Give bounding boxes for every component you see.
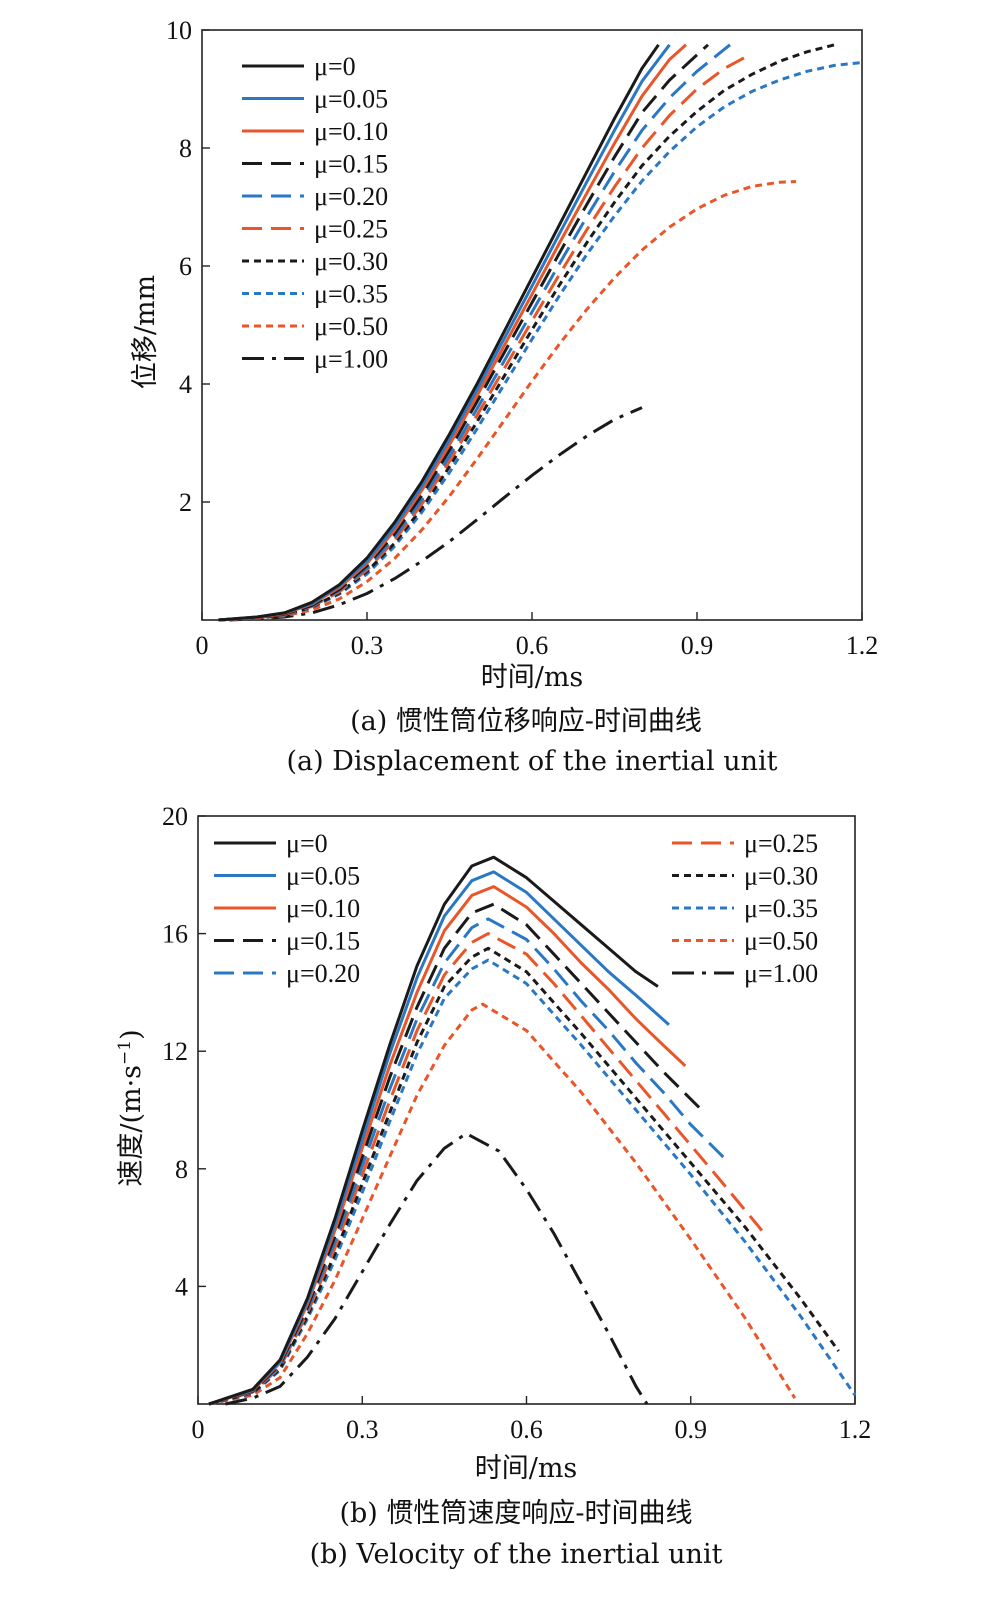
series-line-3: [208, 902, 703, 1406]
series-line-9: [229, 406, 643, 622]
x-tick-label: 0.3: [346, 1415, 379, 1444]
x-tick-label: 0.6: [516, 631, 549, 660]
panel-a-y-axis-label: 位移/mm: [130, 275, 161, 389]
panel-b-legend: μ=0 μ=0.05 μ=0.10 μ=0.15 μ=0.20 μ=0.25 μ=0.30 μ…: [214, 829, 818, 988]
panel-b-y-axis-label-main: 速度/(m·s: [116, 1065, 147, 1187]
y-tick-label: 16: [162, 920, 188, 949]
legend-label-2: μ=0.10: [314, 117, 388, 146]
legend-label-2: μ=0.10: [286, 894, 360, 923]
panel-a-series-lines: [218, 43, 863, 622]
y-tick-label: 4: [179, 370, 192, 399]
panel-b-caption-en: (b) Velocity of the inertial unit: [310, 1539, 723, 1570]
panel-b-y-axis-label-end: ): [116, 1029, 147, 1040]
series-line-6: [218, 43, 835, 622]
series-line-8: [208, 1002, 797, 1406]
series-line-6: [208, 946, 840, 1406]
y-tick-label: 12: [162, 1037, 188, 1066]
series-line-0: [208, 855, 659, 1406]
x-tick-label: 1.2: [846, 631, 879, 660]
legend-label-5: μ=0.25: [744, 829, 818, 858]
series-line-5: [218, 55, 748, 622]
y-tick-label: 2: [179, 488, 192, 517]
legend-label-6: μ=0.30: [744, 862, 818, 891]
panel-a-displacement-chart: 0 0.3 0.6 0.9 1.2 2 4 6 8 10 μ=0 μ=0.05 μ=0.10 μ=0.1…: [130, 16, 878, 777]
series-line-0: [218, 43, 660, 622]
legend-label-0: μ=0: [286, 829, 328, 858]
series-line-7: [208, 958, 857, 1406]
x-tick-label: 0.3: [351, 631, 384, 660]
legend-label-8: μ=0.50: [314, 312, 388, 341]
y-tick-label: 6: [179, 252, 192, 281]
panel-a-caption-zh: (a) 惯性筒位移响应-时间曲线: [350, 706, 702, 737]
panel-b-y-axis-label-sup: −1: [115, 1040, 135, 1065]
series-line-1: [208, 870, 670, 1406]
legend-label-7: μ=0.35: [744, 894, 818, 923]
legend-label-5: μ=0.25: [314, 215, 388, 244]
x-tick-label: 0.9: [681, 631, 714, 660]
panel-b-caption-zh: (b) 惯性筒速度响应-时间曲线: [339, 1498, 692, 1529]
series-line-4: [208, 917, 731, 1406]
legend-label-9: μ=1.00: [314, 345, 388, 374]
panel-b-y-axis-label: 速度/(m·s−1): [115, 1029, 147, 1186]
y-tick-label: 8: [179, 134, 192, 163]
series-line-8: [218, 180, 797, 622]
legend-label-1: μ=0.05: [314, 85, 388, 114]
x-tick-label: 0: [196, 631, 209, 660]
y-tick-label: 8: [175, 1155, 188, 1184]
legend-label-0: μ=0: [314, 52, 356, 81]
plot-frame: [201, 29, 863, 621]
y-tick-label: 10: [166, 16, 192, 45]
legend-label-4: μ=0.20: [286, 959, 360, 988]
legend-label-3: μ=0.15: [314, 150, 388, 179]
series-line-9: [225, 1132, 649, 1406]
x-tick-label: 1.2: [839, 1415, 872, 1444]
legend-label-3: μ=0.15: [286, 927, 360, 956]
legend-label-9: μ=1.00: [744, 959, 818, 988]
panel-a-legend: μ=0 μ=0.05 μ=0.10 μ=0.15 μ=0.20 μ=0.25 μ=0.30 μ…: [242, 52, 388, 374]
legend-label-1: μ=0.05: [286, 862, 360, 891]
y-tick-label: 4: [175, 1272, 188, 1301]
panel-b-axes: 0 0.3 0.6 0.9 1.2 4 8 12 16 20: [162, 802, 871, 1444]
panel-b-x-axis-label: 时间/ms: [475, 1453, 578, 1484]
panel-a-caption-en: (a) Displacement of the inertial unit: [286, 746, 777, 777]
x-tick-label: 0.6: [510, 1415, 543, 1444]
panel-b-series-lines: [208, 855, 857, 1406]
legend-label-7: μ=0.35: [314, 280, 388, 309]
x-tick-label: 0: [192, 1415, 205, 1444]
legend-label-6: μ=0.30: [314, 247, 388, 276]
series-line-7: [218, 61, 863, 622]
y-tick-label: 20: [162, 802, 188, 831]
legend-label-8: μ=0.50: [744, 927, 818, 956]
panel-a-axes: 0 0.3 0.6 0.9 1.2 2 4 6 8 10: [166, 16, 878, 660]
panel-a-x-axis-label: 时间/ms: [481, 662, 584, 693]
legend-label-4: μ=0.20: [314, 182, 388, 211]
x-tick-label: 0.9: [675, 1415, 708, 1444]
